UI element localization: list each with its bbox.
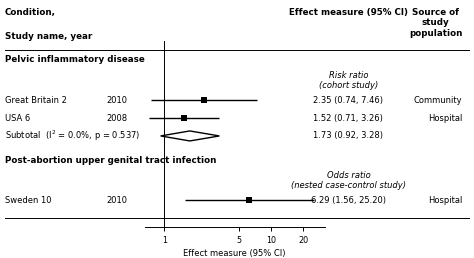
Text: 2010: 2010: [107, 196, 128, 205]
Text: Risk ratio
(cohort study): Risk ratio (cohort study): [319, 71, 378, 90]
Text: 1.52 (0.71, 3.26): 1.52 (0.71, 3.26): [313, 114, 383, 123]
Text: Sweden 10: Sweden 10: [5, 196, 51, 205]
Text: 1.73 (0.92, 3.28): 1.73 (0.92, 3.28): [313, 131, 383, 140]
Text: Post-abortion upper genital tract infection: Post-abortion upper genital tract infect…: [5, 156, 216, 165]
Text: Source of
study
population: Source of study population: [409, 8, 462, 38]
Text: 2008: 2008: [107, 114, 128, 123]
Text: Condition,: Condition,: [5, 8, 56, 17]
Text: Hospital: Hospital: [428, 114, 462, 123]
X-axis label: Effect measure (95% CI): Effect measure (95% CI): [183, 249, 286, 258]
Text: Pelvic inflammatory disease: Pelvic inflammatory disease: [5, 55, 145, 64]
Text: Subtotal  (I$^2$ = 0.0%, p = 0.537): Subtotal (I$^2$ = 0.0%, p = 0.537): [5, 129, 140, 143]
Text: 6.29 (1.56, 25.20): 6.29 (1.56, 25.20): [311, 196, 386, 205]
Text: Odds ratio
(nested case-control study): Odds ratio (nested case-control study): [291, 171, 406, 190]
Text: Hospital: Hospital: [428, 196, 462, 205]
Text: Study name, year: Study name, year: [5, 32, 92, 41]
Text: Great Britain 2: Great Britain 2: [5, 96, 67, 105]
Text: Effect measure (95% CI): Effect measure (95% CI): [289, 8, 408, 17]
Text: USA 6: USA 6: [5, 114, 30, 123]
Text: 2.35 (0.74, 7.46): 2.35 (0.74, 7.46): [313, 96, 383, 105]
Text: 2010: 2010: [107, 96, 128, 105]
Text: Community: Community: [413, 96, 462, 105]
